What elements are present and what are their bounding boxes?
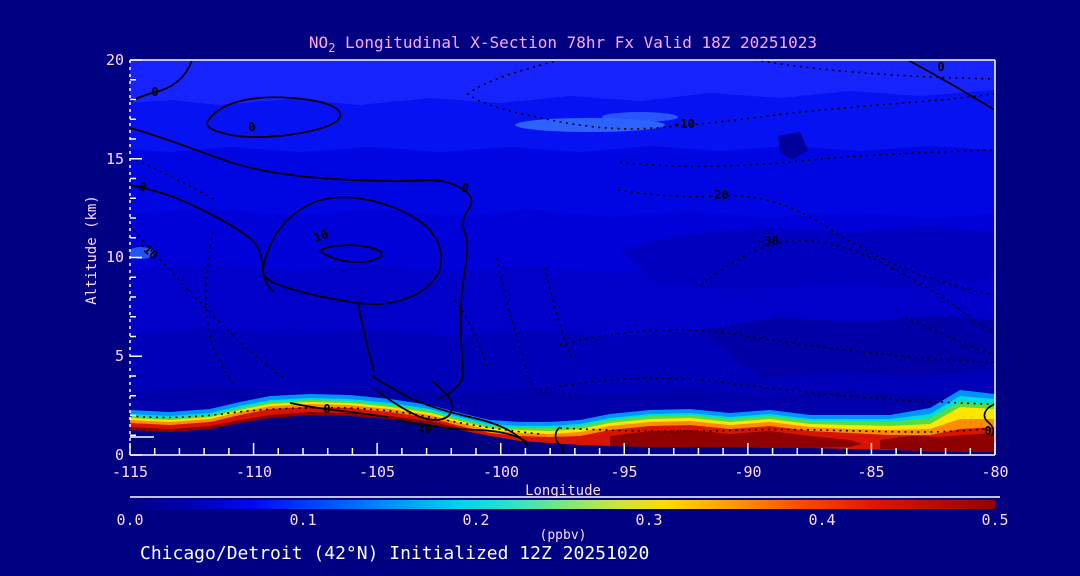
contour-label: 0 <box>151 85 159 99</box>
axis-ticks <box>129 59 996 456</box>
colorbar <box>130 496 1000 509</box>
colorbar-tick-label: 0.5 <box>981 511 1009 529</box>
colorbar-tick-label: 0.0 <box>116 511 144 529</box>
colorbar-tick-label: 0.2 <box>462 511 490 529</box>
x-tick-label: -110 <box>235 463 273 481</box>
colorbar-tick-label: 0.1 <box>289 511 317 529</box>
x-tick-label: -80 <box>981 463 1009 481</box>
species-name: NO <box>308 33 329 52</box>
x-tick-label: -95 <box>610 463 638 481</box>
contour-label: 0 <box>323 402 331 416</box>
colorbar-tick-label: 0.3 <box>635 511 663 529</box>
caption: Chicago/Detroit (42°N) Initialized 12Z 2… <box>140 543 650 564</box>
y-tick-label: 20 <box>105 51 124 69</box>
contour-label: -30 <box>757 234 779 248</box>
below-terrain-mask <box>130 415 995 455</box>
filled-contours <box>130 60 995 455</box>
colorbar-units-label: (ppbv) <box>539 528 587 543</box>
x-tick-label: -85 <box>857 463 885 481</box>
title-rest: Longitudinal X-Section 78hr Fx Valid 18Z… <box>335 33 818 52</box>
x-tick-label: -105 <box>358 463 396 481</box>
contour-label: -20 <box>707 188 729 202</box>
y-tick-label: 5 <box>114 347 124 365</box>
x-tick-label: -90 <box>734 463 762 481</box>
contour-lines-dotted <box>130 60 995 435</box>
species-subscript: 2 <box>328 41 336 55</box>
x-tick-label: -100 <box>482 463 520 481</box>
colorbar-gradient <box>130 500 995 509</box>
colorbar-tick-label: 0.4 <box>808 511 836 529</box>
y-tick-label: 15 <box>105 150 124 168</box>
x-tick-label: -115 <box>111 463 149 481</box>
contour-label: 10 <box>416 419 434 437</box>
y-tick-label: 10 <box>105 248 124 266</box>
contour-label: -10 <box>673 117 695 131</box>
plot-title: NO2 Longitudinal X-Section 78hr Fx Valid… <box>130 33 996 55</box>
contour-label: 0 <box>937 60 945 74</box>
x-axis-label: Longitude <box>525 483 601 499</box>
y-tick-label: 0 <box>114 446 124 464</box>
contour-label: 0 <box>984 424 992 438</box>
